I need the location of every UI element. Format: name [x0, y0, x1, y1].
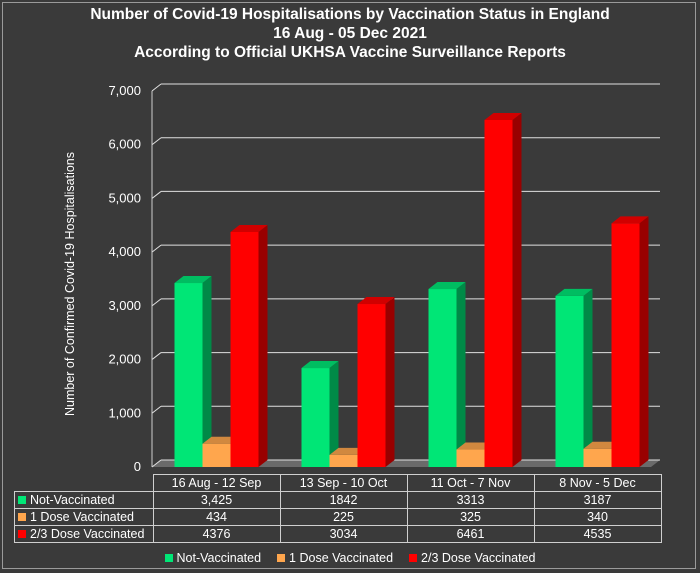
gridline-depth — [151, 298, 162, 307]
y-tick-label: 2,000 — [108, 352, 141, 367]
chart-floor — [152, 460, 660, 467]
series-swatch — [18, 530, 26, 538]
data-label: 4535 — [533, 525, 662, 543]
data-label: 225 — [279, 508, 408, 526]
data-label: 3,425 — [152, 491, 281, 509]
data-label: 325 — [406, 508, 535, 526]
gridline-depth — [151, 459, 162, 468]
gridline-depth — [151, 191, 162, 199]
data-label: 6461 — [406, 525, 535, 543]
gridline-depth — [151, 244, 162, 253]
series-swatch — [18, 513, 26, 521]
bar-3-cat-4 — [611, 223, 640, 467]
series-name: Not-Vaccinated — [30, 493, 115, 507]
data-label: 340 — [533, 508, 662, 526]
x-tick-label: 13 Sep - 10 Oct — [279, 474, 408, 492]
bar-side-3-cat-4 — [639, 216, 649, 467]
bar-1-cat-4 — [555, 295, 584, 467]
bar-top-1-cat-4 — [555, 288, 593, 296]
legend-item: 2/3 Dose Vaccinated — [409, 551, 535, 565]
bar-side-1-cat-3 — [456, 282, 466, 467]
bar-top-1-cat-3 — [428, 282, 466, 290]
legend-label: 2/3 Dose Vaccinated — [421, 551, 536, 565]
bar-3-cat-1 — [230, 231, 259, 467]
bar-3-cat-3 — [484, 119, 513, 468]
legend-item: Not-Vaccinated — [164, 551, 262, 565]
legend-swatch — [277, 554, 286, 562]
bar-2-cat-2 — [329, 454, 358, 467]
bar-top-3-cat-3 — [484, 112, 522, 120]
chart-title: Number of Covid-19 Hospitalisations by V… — [0, 5, 700, 62]
bar-top-3-cat-4 — [611, 216, 649, 224]
bar-side-1-cat-4 — [583, 288, 593, 467]
bar-1-cat-1 — [174, 283, 203, 467]
bar-top-1-cat-1 — [174, 276, 212, 284]
y-tick-label: 3,000 — [108, 298, 141, 313]
y-tick-label: 7,000 — [108, 83, 141, 98]
table-row: 1 Dose Vaccinated 434 225 325 340 — [14, 508, 662, 526]
bar-side-1-cat-1 — [202, 276, 212, 467]
gridline-depth — [151, 352, 162, 360]
bar-top-2-cat-2 — [329, 447, 367, 455]
data-label: 434 — [152, 508, 281, 526]
data-label: 1842 — [279, 491, 408, 509]
bar-1-cat-2 — [301, 368, 330, 467]
legend-label: 1 Dose Vaccinated — [289, 551, 394, 565]
legend-swatch — [164, 554, 173, 562]
y-axis-label: Number of Confirmed Covid-19 Hospitalisa… — [63, 152, 77, 416]
title-line-3: According to Official UKHSA Vaccine Surv… — [134, 44, 566, 61]
bar-top-2-cat-3 — [456, 442, 494, 450]
series-name: 2/3 Dose Vaccinated — [30, 527, 145, 541]
legend-swatch — [409, 554, 418, 562]
gridline-depth — [151, 83, 162, 92]
table-corner — [14, 474, 154, 492]
bar-top-2-cat-1 — [202, 436, 240, 444]
x-tick-label: 11 Oct - 7 Nov — [406, 474, 535, 492]
legend-item: 1 Dose Vaccinated — [277, 551, 393, 565]
y-tick-label: 4,000 — [108, 244, 141, 259]
data-table: 16 Aug - 12 Sep 13 Sep - 10 Oct 11 Oct - 7… — [14, 474, 662, 543]
y-tick-label: 6,000 — [108, 137, 141, 152]
x-tick-label: 16 Aug - 12 Sep — [152, 474, 281, 492]
legend: Not-Vaccinated 1 Dose Vaccinated 2/3 Dose … — [0, 551, 700, 565]
x-tick-label: 8 Nov - 5 Dec — [533, 474, 662, 492]
table-series-label: 2/3 Dose Vaccinated — [14, 525, 154, 543]
gridline-depth — [151, 137, 162, 146]
table-series-label: Not-Vaccinated — [14, 491, 154, 509]
table-row: 2/3 Dose Vaccinated 4376 3034 6461 4535 — [14, 525, 662, 543]
bar-side-3-cat-2 — [385, 297, 395, 467]
data-label: 3187 — [533, 491, 662, 509]
legend-label: Not-Vaccinated — [176, 551, 262, 565]
bar-top-3-cat-1 — [230, 224, 268, 232]
y-tick-label: 5,000 — [108, 190, 141, 205]
title-line-1: Number of Covid-19 Hospitalisations by V… — [90, 6, 610, 23]
bar-side-3-cat-3 — [512, 112, 522, 468]
bar-top-1-cat-2 — [301, 361, 339, 369]
bar-1-cat-3 — [428, 289, 457, 467]
series-swatch — [18, 496, 26, 504]
bar-top-2-cat-4 — [583, 441, 621, 449]
table-series-label: 1 Dose Vaccinated — [14, 508, 154, 526]
bar-top-3-cat-2 — [357, 297, 395, 305]
gridline-depth — [151, 405, 162, 414]
bar-side-1-cat-2 — [329, 361, 339, 467]
title-line-2: 16 Aug - 05 Dec 2021 — [273, 25, 427, 42]
table-header-row: 16 Aug - 12 Sep 13 Sep - 10 Oct 11 Oct - 7… — [14, 474, 662, 492]
data-label: 4376 — [152, 525, 281, 543]
data-label: 3313 — [406, 491, 535, 509]
bar-2-cat-4 — [583, 448, 612, 467]
y-tick-label: 0 — [134, 459, 141, 474]
y-tick-label: 1,000 — [108, 405, 141, 420]
bar-2-cat-1 — [202, 443, 231, 467]
bar-3-cat-2 — [357, 304, 386, 467]
table-row: Not-Vaccinated 3,425 1842 3313 3187 — [14, 491, 662, 509]
bar-2-cat-3 — [456, 449, 485, 467]
data-label: 3034 — [279, 525, 408, 543]
bar-side-3-cat-1 — [258, 224, 268, 467]
series-name: 1 Dose Vaccinated — [30, 510, 134, 524]
